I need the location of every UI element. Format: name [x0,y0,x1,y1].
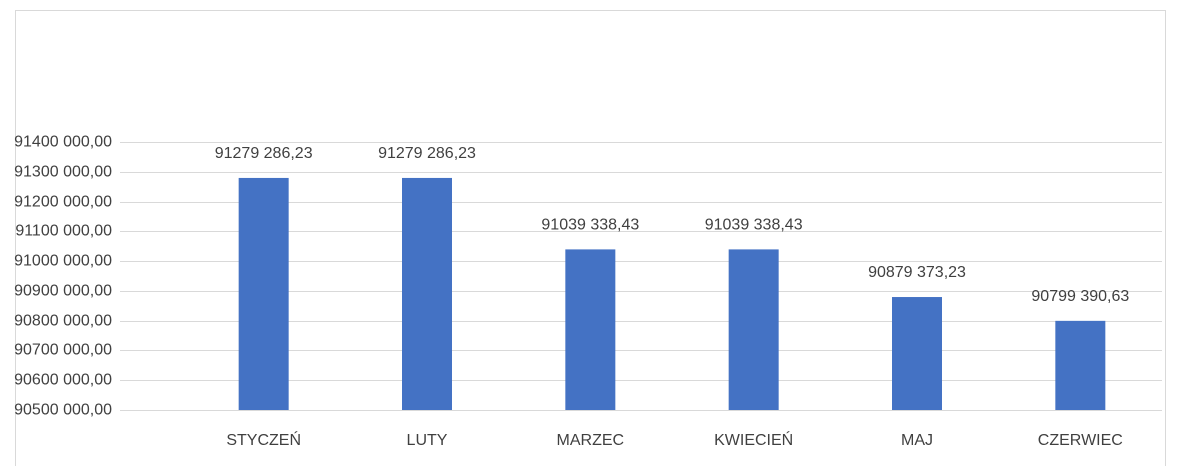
data-label: 91039 338,43 [541,217,639,234]
x-tick-label: MARZEC [557,432,625,449]
bar [728,249,779,410]
bar [238,177,289,410]
y-tick-label: 90900 000,00 [14,283,112,300]
bar [1055,320,1106,410]
y-tick-label: 91000 000,00 [14,253,112,270]
x-tick-label: MAJ [901,432,933,449]
x-tick-label: STYCZEŃ [226,430,301,449]
data-label: 91279 286,23 [215,145,313,162]
x-tick-label: LUTY [407,432,448,449]
y-tick-label: 90500 000,00 [14,402,112,419]
data-label: 91039 338,43 [705,217,803,234]
y-tick-label: 91200 000,00 [14,194,112,211]
y-tick-label: 91100 000,00 [15,223,112,240]
y-tick-label: 91300 000,00 [14,164,112,181]
data-label: 90879 373,23 [868,264,966,281]
bar [565,249,616,410]
bar [402,177,452,410]
y-tick-label: 91400 000,00 [14,134,112,151]
data-label: 91279 286,23 [378,145,476,162]
x-tick-label: CZERWIEC [1038,432,1123,449]
data-label: 90799 390,63 [1031,288,1129,305]
y-tick-label: 90600 000,00 [14,372,112,389]
x-tick-label: KWIECIEŃ [714,430,793,449]
bar [892,297,942,410]
y-tick-label: 90700 000,00 [14,342,112,359]
y-tick-label: 90800 000,00 [14,313,112,330]
